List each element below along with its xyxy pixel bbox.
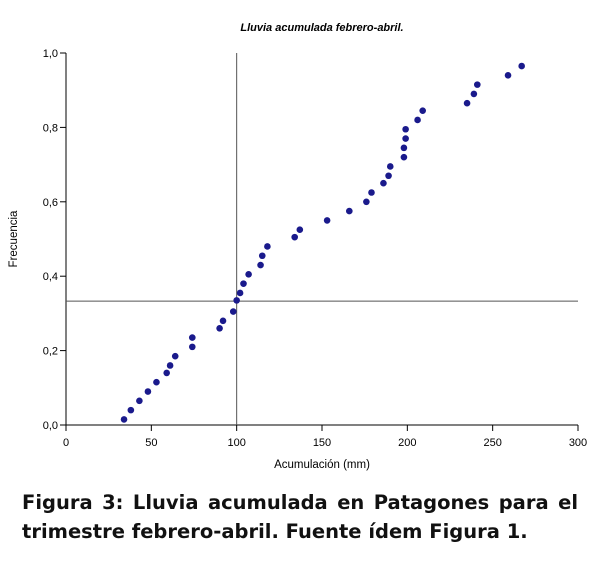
data-point	[419, 107, 426, 114]
data-point	[233, 297, 240, 304]
data-point	[518, 62, 525, 70]
data-point	[188, 343, 196, 351]
data-point	[400, 153, 408, 161]
data-point	[216, 324, 223, 332]
data-point	[120, 416, 128, 423]
data-point	[400, 144, 408, 152]
data-point	[257, 261, 264, 269]
data-point	[296, 226, 304, 233]
x-tick-label: 0	[63, 437, 69, 449]
data-point	[171, 352, 179, 360]
data-point	[402, 125, 409, 133]
data-point	[474, 81, 481, 88]
data-point	[368, 189, 375, 196]
x-tick-label: 200	[398, 437, 416, 449]
data-point	[291, 233, 298, 241]
y-tick-label: 0,2	[43, 346, 58, 358]
data-point	[346, 207, 353, 215]
y-tick-label: 1,0	[43, 48, 58, 60]
scatter-chart: Lluvia acumulada febrero-abril. 0 50 100 15…	[8, 22, 587, 471]
data-point	[385, 172, 392, 180]
data-point	[504, 72, 512, 79]
y-tick-label: 0,0	[43, 420, 58, 432]
y-tick-label: 0,6	[43, 197, 58, 209]
data-points	[120, 62, 525, 423]
data-point	[240, 280, 247, 287]
data-point	[402, 135, 409, 142]
x-tick-label: 250	[483, 437, 501, 449]
data-point	[144, 388, 152, 395]
data-point	[236, 289, 244, 297]
data-point	[323, 217, 331, 224]
x-tick-label: 150	[313, 437, 331, 449]
data-point	[188, 334, 196, 341]
figure-caption: Figura 3: Lluvia acumulada en Patagones …	[22, 491, 578, 543]
data-point	[363, 198, 370, 206]
data-point	[153, 378, 160, 386]
x-tick-label: 50	[145, 437, 157, 449]
axes: 0 50 100 150 200 250 300 0,0 0,2 0,4 0,6 0,8 1,0	[43, 48, 587, 449]
data-point	[136, 397, 143, 405]
data-point	[258, 252, 266, 260]
data-point	[264, 243, 271, 250]
data-point	[229, 308, 237, 315]
data-point	[219, 317, 227, 325]
data-point	[166, 362, 174, 369]
data-point	[127, 406, 135, 414]
data-point	[414, 116, 421, 124]
y-tick-label: 0,4	[43, 271, 58, 283]
data-point	[245, 271, 252, 278]
x-tick-label: 300	[569, 437, 587, 449]
y-tick-label: 0,8	[43, 122, 58, 134]
reference-lines	[66, 53, 578, 425]
chart-title: Lluvia acumulada febrero-abril.	[240, 22, 403, 34]
data-point	[380, 179, 387, 187]
y-axis-label: Frecuencia	[8, 210, 20, 267]
data-point	[163, 369, 170, 377]
data-point	[386, 163, 394, 170]
data-point	[463, 99, 471, 107]
x-tick-label: 100	[227, 437, 245, 449]
data-point	[470, 90, 478, 98]
x-axis-label: Acumulación (mm)	[274, 459, 370, 471]
